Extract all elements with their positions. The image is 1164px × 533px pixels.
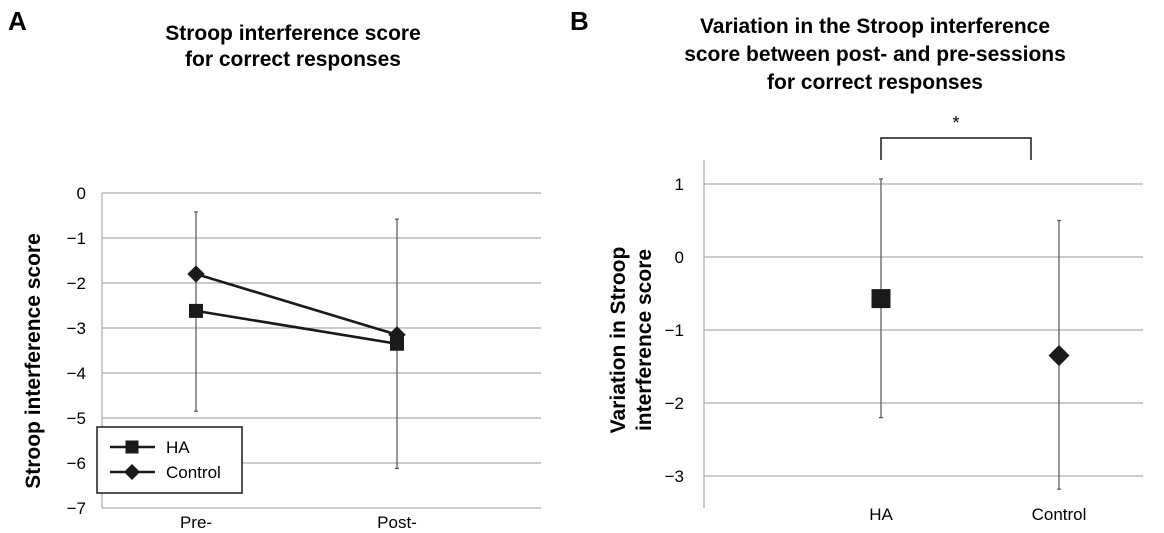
panel-b-letter: B	[570, 6, 589, 36]
panel-b-significance-marker: *	[952, 113, 959, 133]
panel-a-y-tick-label: −6	[67, 454, 86, 473]
panel-b-y-tick-label: −3	[665, 467, 684, 486]
panel-b-x-tick-label-control: Control	[1032, 505, 1087, 524]
panel-a-title-line-2: for correct responses	[185, 48, 401, 71]
panel-b-significance-bracket	[881, 138, 1031, 160]
panel-b-y-axis-label-line-2: interference score	[633, 249, 656, 431]
panel-b-y-tick-label: 0	[675, 248, 684, 267]
panel-b-title-line-2: score between post- and pre-sessions	[684, 43, 1066, 66]
panel-a-y-tick-label: −3	[67, 319, 86, 338]
panel-b-title-line-1: Variation in the Stroop interference	[700, 15, 1050, 38]
panel-a-series-line-ha	[196, 311, 397, 344]
panel-b-x-tick-label-ha: HA	[869, 505, 893, 524]
panel-a-y-tick-label: −4	[67, 364, 86, 383]
panel-a-point-control-pre	[187, 265, 204, 282]
panel-a-plot: 0 −1 −2 −3 −4 −5 −6 −7 Pre- Post- HA Control	[67, 184, 541, 532]
panel-a-legend: HA Control	[97, 427, 242, 493]
panel-a-y-tick-label: −1	[67, 229, 86, 248]
panel-a-legend-marker-ha	[126, 441, 139, 454]
panel-b-point-ha	[872, 289, 891, 308]
panel-b-y-tick-label: −2	[665, 394, 684, 413]
panel-b-point-control	[1048, 345, 1069, 366]
panel-a-y-tick-label: −7	[67, 499, 86, 518]
panel-b-plot: 1 0 −1 −2 −3 HA Control *	[665, 113, 1143, 524]
panel-a-y-axis-label: Stroop interference score	[22, 233, 45, 489]
panel-a-y-tick-label: −5	[67, 409, 86, 428]
panel-b-y-tick-label: 1	[675, 175, 684, 194]
panel-b-y-tick-label: −1	[665, 321, 684, 340]
panel-a-x-tick-label-post: Post-	[377, 513, 417, 532]
panel-a-x-tick-label-pre: Pre-	[180, 513, 212, 532]
panel-b-title-line-3: for correct responses	[767, 71, 983, 94]
panel-a-legend-label-control: Control	[166, 463, 221, 482]
panel-a-legend-box	[97, 427, 242, 493]
panel-a-letter: A	[8, 6, 27, 36]
panel-a-y-tick-label: −2	[67, 274, 86, 293]
panel-a-point-ha-pre	[189, 304, 203, 318]
panel-a-legend-label-ha: HA	[166, 438, 190, 457]
panel-a-y-tick-label: 0	[77, 184, 86, 203]
panel-b-y-axis-label-line-1: Variation in Stroop	[607, 247, 630, 434]
panel-a-title-line-1: Stroop interference score	[165, 22, 421, 45]
